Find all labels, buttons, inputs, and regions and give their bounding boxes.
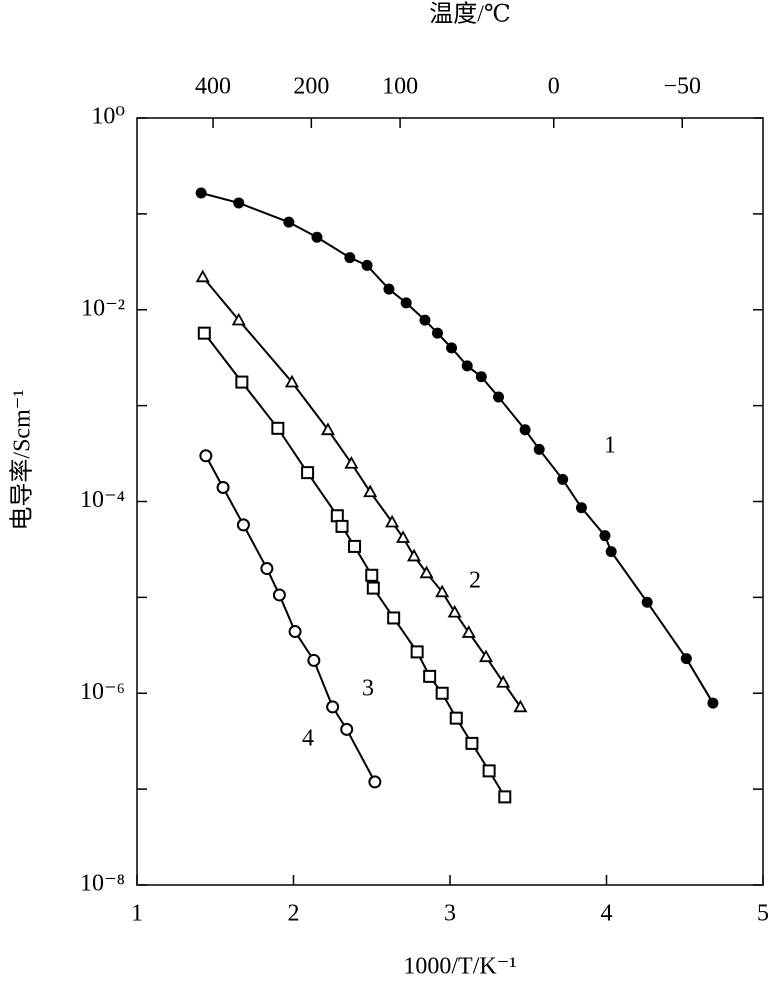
data-point [410,645,424,659]
data-point [260,562,274,576]
series-line [201,276,522,708]
series-label: 1 [604,433,616,459]
x2-tick-label: −50 [663,74,701,100]
y-tick-label: 10⁻⁸ [80,871,125,897]
series-label: 3 [362,676,374,702]
data-point [272,588,286,602]
x2-tick-label: 0 [548,74,560,100]
data-point [383,283,395,295]
data-point [311,231,323,243]
x-tick-label: 5 [757,901,769,927]
data-point [519,424,531,436]
y-tick-label: 10⁰ [91,104,125,130]
data-point [231,312,246,326]
data-point [496,674,511,688]
data-point [284,374,299,388]
data-point [431,327,443,339]
chart-title: 温度/℃ [429,1,511,28]
data-point [307,653,321,667]
data-point [340,722,354,736]
x-axis-title: 1000/T/K⁻¹ [403,954,516,980]
data-point [385,514,400,528]
data-point [400,297,412,309]
data-point [335,519,349,533]
data-point [396,530,411,543]
data-point [406,548,422,562]
data-point [461,625,476,638]
x-tick-label: 2 [288,901,300,927]
y-tick-label: 10⁻² [81,295,125,321]
x2-tick-label: 200 [293,74,329,100]
data-point [326,700,340,714]
x2-tick-label: 400 [195,74,231,100]
data-point [478,649,494,663]
data-point [301,466,315,480]
data-point [493,391,505,403]
data-point [365,568,379,582]
data-point [498,790,512,804]
data-point [475,371,487,383]
data-point [366,581,380,595]
data-point [435,584,450,598]
data-point [423,669,437,683]
data-point [533,443,545,455]
data-point [271,421,285,435]
series-line [200,192,714,704]
data-point [447,604,462,618]
data-point [605,546,617,558]
data-point [368,775,382,789]
data-point [233,197,245,209]
data-point [707,697,719,709]
data-point [361,259,373,271]
data-point [557,473,569,485]
data-point [641,596,653,608]
x-tick-label: 4 [601,901,613,927]
data-point [435,686,449,700]
data-point [387,611,401,625]
data-point [330,509,344,523]
data-point [446,342,458,354]
series-line [203,332,506,798]
data-point [575,502,587,514]
data-point [235,375,249,389]
data-point [344,252,356,264]
data-point [513,699,528,713]
data-point [465,736,479,750]
y-tick-label: 10⁻⁴ [80,487,125,513]
data-point [419,565,434,579]
data-point [288,625,302,639]
data-point [199,449,213,463]
data-point [283,216,295,228]
data-point [419,314,431,326]
data-point [236,518,250,532]
data-point [197,326,211,340]
series-label: 4 [302,726,314,752]
x-tick-label: 1 [131,901,143,927]
y-tick-label: 10⁻⁶ [80,679,125,705]
data-point [195,269,210,283]
data-point [344,455,359,469]
data-point [216,480,230,494]
x-tick-label: 3 [444,901,456,927]
series-label: 2 [469,568,481,594]
data-point [363,484,378,498]
data-point [195,187,207,199]
x2-tick-label: 100 [382,74,418,100]
data-point [599,530,611,542]
data-point [482,764,496,778]
data-point [449,711,463,725]
data-point [348,539,362,553]
data-point [461,360,473,372]
data-point [320,422,335,436]
y-axis-title: 电导率/Scm⁻¹ [9,389,36,530]
series-line [204,455,376,783]
data-point [680,653,692,665]
